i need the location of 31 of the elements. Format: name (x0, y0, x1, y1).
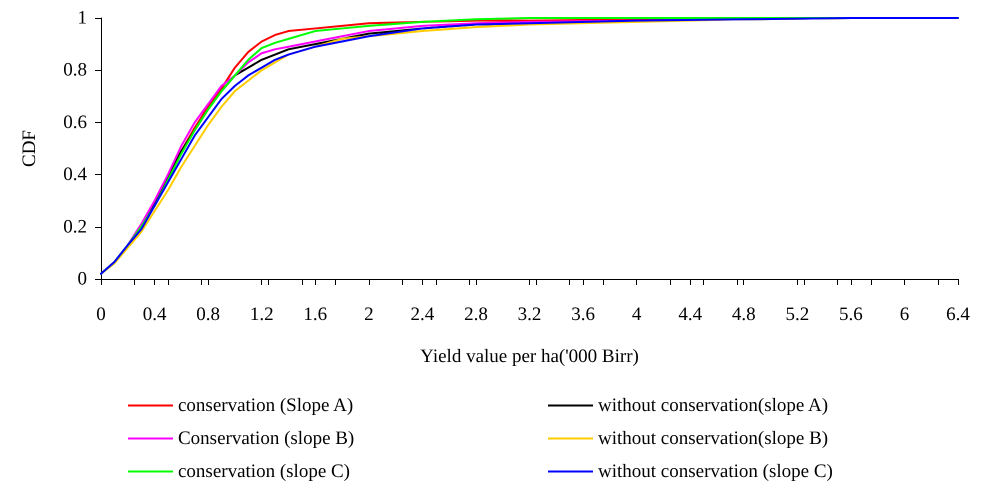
x-axis-title: Yield value per ha('000 Birr) (420, 346, 639, 367)
x-tick-label: 2.4 (410, 304, 435, 325)
x-tick-label: 3.6 (571, 304, 595, 325)
y-axis-title: CDF (19, 130, 40, 167)
x-tick-label: 0.4 (142, 304, 167, 325)
x-tick-label: 1.2 (250, 304, 274, 325)
legend-label: conservation (Slope A) (178, 395, 354, 416)
x-tick-label: 0.8 (196, 304, 220, 325)
y-tick-label: 0 (78, 268, 87, 290)
legend-label: without conservation (slope C) (598, 461, 833, 482)
x-tick-label: 5.2 (785, 304, 810, 325)
legend-label: conservation (slope C) (178, 461, 350, 482)
x-tick-label: 4.8 (732, 304, 756, 325)
legend-label: Conservation (slope B) (178, 428, 354, 449)
y-tick-label: 0.2 (63, 216, 87, 238)
legend-label: without conservation(slope B) (598, 428, 828, 449)
y-tick-label: 1 (78, 8, 87, 28)
x-tick-label: 2.8 (464, 304, 488, 325)
y-tick-label: 0.4 (63, 164, 88, 186)
y-tick-label: 0.6 (63, 112, 87, 133)
x-tick-label: 2 (364, 304, 374, 325)
x-tick-label: 5.6 (839, 304, 863, 325)
x-tick-label: 1.6 (303, 304, 328, 325)
y-tick-label: 0.8 (63, 60, 87, 81)
x-tick-label: 6 (900, 304, 910, 325)
x-tick-label: 4.4 (678, 304, 703, 325)
x-tick-label: 6.4 (946, 304, 970, 325)
x-tick-label: 0 (96, 304, 106, 325)
x-tick-label: 3.2 (518, 304, 542, 325)
x-tick-label: 4 (632, 304, 642, 325)
legend-label: without conservation(slope A) (598, 395, 828, 416)
